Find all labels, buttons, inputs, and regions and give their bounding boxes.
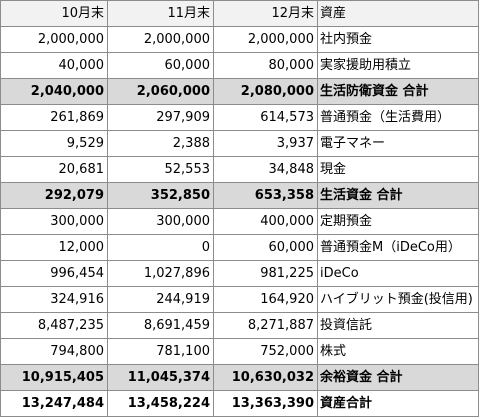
table-row: 996,454 1,027,896 981,225 iDeCo — [0, 260, 479, 287]
cell-oct: 2,040,000 — [0, 78, 108, 105]
cell-nov: 2,060,000 — [107, 78, 214, 105]
cell-dec: 13,363,390 — [213, 390, 318, 417]
table-row: 9,529 2,388 3,937 電子マネー — [0, 130, 479, 157]
subtotal-row: 10,915,405 11,045,374 10,630,032 余裕資金 合計 — [0, 364, 479, 391]
cell-label: 投資信託 — [317, 312, 479, 339]
cell-nov: 11,045,374 — [107, 364, 214, 391]
cell-nov: 13,458,224 — [107, 390, 214, 417]
cell-nov: 1,027,896 — [107, 260, 214, 287]
cell-label: 余裕資金 合計 — [317, 364, 479, 391]
subtotal-row: 292,079 352,850 653,358 生活資金 合計 — [0, 182, 479, 209]
cell-oct: 40,000 — [0, 52, 108, 79]
cell-oct: 10,915,405 — [0, 364, 108, 391]
table-row: 261,869 297,909 614,573 普通預金（生活費用） — [0, 104, 479, 131]
cell-nov: 60,000 — [107, 52, 214, 79]
cell-label: 現金 — [317, 156, 479, 183]
cell-oct: 261,869 — [0, 104, 108, 131]
header-row: 10月末 11月末 12月末 資産 — [0, 0, 479, 27]
table-row: 12,000 0 60,000 普通預金M（iDeCo用） — [0, 234, 479, 261]
header-dec: 12月末 — [213, 0, 318, 27]
cell-nov: 297,909 — [107, 104, 214, 131]
cell-label: 生活防衛資金 合計 — [317, 78, 479, 105]
cell-nov: 0 — [107, 234, 214, 261]
cell-dec: 10,630,032 — [213, 364, 318, 391]
cell-label: 電子マネー — [317, 130, 479, 157]
table-row: 324,916 244,919 164,920 ハイブリット預金(投信用) — [0, 286, 479, 313]
cell-dec: 80,000 — [213, 52, 318, 79]
cell-dec: 164,920 — [213, 286, 318, 313]
cell-dec: 34,848 — [213, 156, 318, 183]
header-asset: 資産 — [317, 0, 479, 27]
cell-dec: 653,358 — [213, 182, 318, 209]
cell-nov: 244,919 — [107, 286, 214, 313]
cell-oct: 794,800 — [0, 338, 108, 365]
cell-label: 普通預金M（iDeCo用） — [317, 234, 479, 261]
cell-oct: 9,529 — [0, 130, 108, 157]
cell-dec: 60,000 — [213, 234, 318, 261]
table-row: 20,681 52,553 34,848 現金 — [0, 156, 479, 183]
cell-oct: 13,247,484 — [0, 390, 108, 417]
cell-label: iDeCo — [317, 260, 479, 287]
cell-nov: 2,000,000 — [107, 26, 214, 53]
cell-label: 社内預金 — [317, 26, 479, 53]
table-row: 794,800 781,100 752,000 株式 — [0, 338, 479, 365]
header-oct: 10月末 — [0, 0, 108, 27]
cell-dec: 8,271,887 — [213, 312, 318, 339]
cell-dec: 3,937 — [213, 130, 318, 157]
cell-nov: 300,000 — [107, 208, 214, 235]
table-row: 40,000 60,000 80,000 実家援助用積立 — [0, 52, 479, 79]
cell-oct: 324,916 — [0, 286, 108, 313]
cell-oct: 12,000 — [0, 234, 108, 261]
header-nov: 11月末 — [107, 0, 214, 27]
table-row: 300,000 300,000 400,000 定期預金 — [0, 208, 479, 235]
cell-nov: 52,553 — [107, 156, 214, 183]
cell-label: 株式 — [317, 338, 479, 365]
cell-label: 実家援助用積立 — [317, 52, 479, 79]
cell-oct: 8,487,235 — [0, 312, 108, 339]
cell-oct: 2,000,000 — [0, 26, 108, 53]
cell-label: 資産合計 — [317, 390, 479, 417]
cell-dec: 400,000 — [213, 208, 318, 235]
table-row: 8,487,235 8,691,459 8,271,887 投資信託 — [0, 312, 479, 339]
cell-dec: 2,000,000 — [213, 26, 318, 53]
cell-nov: 781,100 — [107, 338, 214, 365]
cell-label: ハイブリット預金(投信用) — [317, 286, 479, 313]
cell-oct: 292,079 — [0, 182, 108, 209]
cell-dec: 614,573 — [213, 104, 318, 131]
cell-nov: 8,691,459 — [107, 312, 214, 339]
cell-label: 定期預金 — [317, 208, 479, 235]
cell-label: 生活資金 合計 — [317, 182, 479, 209]
cell-nov: 2,388 — [107, 130, 214, 157]
total-row: 13,247,484 13,458,224 13,363,390 資産合計 — [0, 390, 479, 417]
cell-label: 普通預金（生活費用） — [317, 104, 479, 131]
cell-dec: 752,000 — [213, 338, 318, 365]
cell-oct: 996,454 — [0, 260, 108, 287]
cell-dec: 2,080,000 — [213, 78, 318, 105]
subtotal-row: 2,040,000 2,060,000 2,080,000 生活防衛資金 合計 — [0, 78, 479, 105]
cell-dec: 981,225 — [213, 260, 318, 287]
cell-oct: 20,681 — [0, 156, 108, 183]
cell-nov: 352,850 — [107, 182, 214, 209]
cell-oct: 300,000 — [0, 208, 108, 235]
table-row: 2,000,000 2,000,000 2,000,000 社内預金 — [0, 26, 479, 53]
